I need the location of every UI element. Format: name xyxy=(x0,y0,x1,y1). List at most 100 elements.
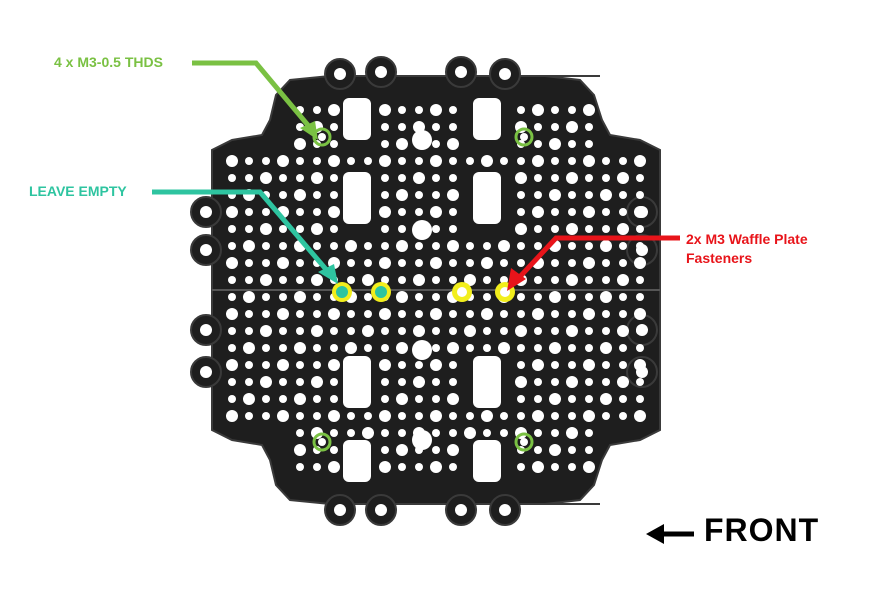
plate-hole xyxy=(430,410,442,422)
plate-hole xyxy=(585,123,593,131)
plate-hole xyxy=(398,259,406,267)
plate-hole xyxy=(226,257,238,269)
plate-hole xyxy=(517,463,525,471)
leave-empty-callout-arrowhead xyxy=(318,264,338,284)
plate-hole xyxy=(585,395,593,403)
plate-hole xyxy=(515,376,527,388)
plate-hole xyxy=(551,106,559,114)
plate-hole xyxy=(328,155,340,167)
plate-hole xyxy=(483,276,491,284)
plate-hole xyxy=(432,378,440,386)
plate-hole xyxy=(636,174,644,182)
plate-hole xyxy=(634,359,646,371)
plate-hole xyxy=(432,140,440,148)
plate-hole xyxy=(602,310,610,318)
plate-hole xyxy=(313,191,321,199)
plate-hole xyxy=(449,412,457,420)
plate-hole xyxy=(311,325,323,337)
plate-hole xyxy=(568,344,576,352)
plate-hole xyxy=(602,157,610,165)
plate-hole xyxy=(262,208,270,216)
plate-hole xyxy=(328,410,340,422)
plate-hole xyxy=(600,342,612,354)
plate-hole xyxy=(619,208,627,216)
plate-hole xyxy=(379,308,391,320)
plate-hole xyxy=(228,276,236,284)
threads-label: 4 x M3-0.5 THDS xyxy=(54,54,163,70)
plate-hole xyxy=(296,157,304,165)
plate-hole xyxy=(432,446,440,454)
plate-hole xyxy=(583,257,595,269)
plate-hole xyxy=(296,378,304,386)
plate-hole xyxy=(568,395,576,403)
plate-hole xyxy=(534,446,542,454)
leave-empty-hole xyxy=(336,286,348,298)
plate-hole xyxy=(379,104,391,116)
fasteners-label-line2: Fasteners xyxy=(686,250,753,266)
slot-cutout xyxy=(473,356,501,408)
mount-tab-hole xyxy=(499,504,511,516)
fasteners-label: 2x M3 Waffle Plate Fasteners xyxy=(686,230,808,268)
plate-hole xyxy=(311,427,323,439)
thread-hole xyxy=(318,438,326,446)
plate-hole xyxy=(362,274,374,286)
plate-hole xyxy=(517,395,525,403)
plate-hole xyxy=(415,361,423,369)
plate-hole xyxy=(566,121,578,133)
plate-hole xyxy=(619,412,627,420)
plate-hole xyxy=(549,393,561,405)
plate-hole xyxy=(279,174,287,182)
plate-hole xyxy=(243,342,255,354)
plate-hole xyxy=(634,410,646,422)
thread-hole-ring xyxy=(312,432,332,452)
plate-hole xyxy=(330,123,338,131)
plate-hole xyxy=(449,276,457,284)
center-hole xyxy=(412,340,432,360)
plate-hole xyxy=(585,293,593,301)
plate-hole xyxy=(432,327,440,335)
plate-hole xyxy=(296,174,304,182)
plate-hole xyxy=(483,344,491,352)
slot-cutout xyxy=(343,98,371,140)
plate-hole xyxy=(600,291,612,303)
plate-hole xyxy=(313,242,321,250)
plate-hole xyxy=(379,206,391,218)
plate-hole xyxy=(549,291,561,303)
plate-hole xyxy=(634,257,646,269)
plate-hole xyxy=(381,174,389,182)
plate-hole xyxy=(568,242,576,250)
plate-hole xyxy=(619,395,627,403)
plate-hole xyxy=(585,327,593,335)
center-hole xyxy=(412,220,432,240)
plate-hole xyxy=(279,225,287,233)
plate-hole xyxy=(430,359,442,371)
plate-hole xyxy=(517,310,525,318)
plate-hole xyxy=(294,291,306,303)
plate-hole xyxy=(432,191,440,199)
plate-hole xyxy=(245,361,253,369)
plate-hole xyxy=(277,359,289,371)
plate-hole xyxy=(430,461,442,473)
plate-hole xyxy=(532,410,544,422)
plate-hole xyxy=(585,429,593,437)
plate-hole xyxy=(583,104,595,116)
plate-hole xyxy=(294,189,306,201)
plate-hole xyxy=(568,446,576,454)
callout-arrows xyxy=(152,60,680,291)
plate-hole xyxy=(532,359,544,371)
slot-cutout xyxy=(343,172,371,224)
fastener-hole xyxy=(457,287,467,297)
plate-hole xyxy=(534,378,542,386)
plate-hole xyxy=(566,325,578,337)
plate-hole xyxy=(500,310,508,318)
plate-hole xyxy=(449,157,457,165)
plate-hole xyxy=(517,242,525,250)
plate-hole xyxy=(534,293,542,301)
plate-hole xyxy=(515,223,527,235)
slot-cutout xyxy=(473,172,501,224)
plate-hole xyxy=(551,361,559,369)
plate-hole xyxy=(228,242,236,250)
center-hole xyxy=(412,130,432,150)
plate-hole xyxy=(379,410,391,422)
plate-hole xyxy=(262,293,270,301)
